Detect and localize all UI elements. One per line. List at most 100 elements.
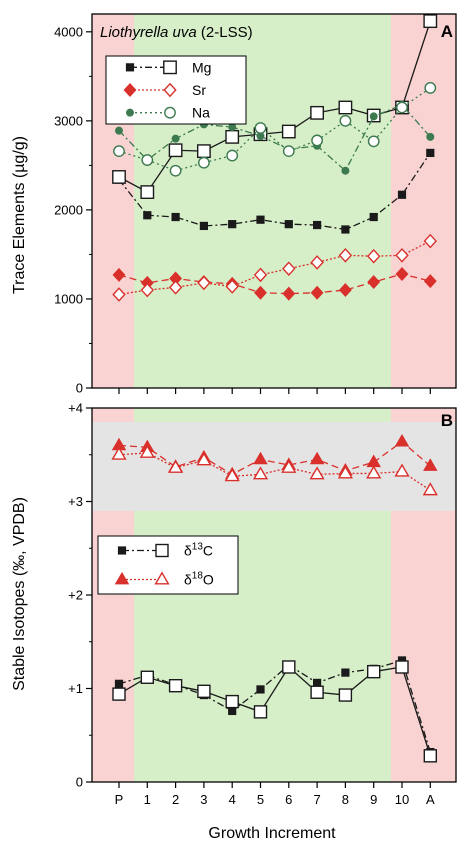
title-suffix: (2-LSS) — [197, 24, 253, 41]
x-tick-label: 10 — [395, 792, 409, 807]
y-tick-label: 0 — [76, 381, 83, 396]
legend-label-sr: Sr — [192, 82, 206, 98]
point-sr-open — [423, 233, 438, 249]
point-sr-open — [225, 279, 239, 294]
point-13c-open — [225, 694, 239, 709]
x-tick-label: 9 — [370, 792, 377, 807]
point-na-filled — [228, 123, 237, 132]
point-18o-open — [111, 446, 127, 460]
y-tick-label: +3 — [68, 494, 83, 509]
zone-pink-right — [391, 14, 456, 388]
point-sr-open — [310, 255, 324, 270]
series-line-sr-filled — [118, 273, 431, 295]
point-18o-filled — [423, 458, 438, 471]
point-mg-filled — [228, 220, 237, 229]
x-tick-label: 5 — [257, 792, 264, 807]
legend-marker-sr-open — [163, 82, 177, 98]
point-na-open — [424, 82, 437, 94]
point-mg-filled — [143, 211, 152, 220]
point-mg-filled — [369, 212, 378, 222]
series-line-na-open — [118, 87, 431, 172]
point-13c-open — [395, 660, 409, 674]
legend-marker-13c-filled — [117, 546, 127, 555]
point-sr-filled — [423, 274, 437, 289]
point-13c-filled — [341, 668, 350, 677]
point-13c-open — [112, 687, 126, 701]
point-mg-filled — [397, 190, 407, 199]
point-mg-open — [168, 143, 183, 158]
point-na-filled — [171, 134, 180, 143]
point-sr-open — [197, 275, 211, 291]
legend-marker-na-open — [164, 106, 176, 119]
point-na-filled — [341, 166, 350, 175]
gray-band — [92, 422, 456, 511]
point-na-open — [254, 122, 267, 134]
point-na-open — [396, 101, 408, 114]
point-18o-open — [196, 452, 212, 466]
point-sr-open — [253, 267, 268, 283]
point-sr-open — [366, 248, 381, 264]
x-tick-label: 7 — [313, 792, 320, 807]
point-na-filled — [426, 132, 435, 141]
point-mg-open — [423, 14, 438, 29]
point-13c-filled — [228, 706, 237, 716]
point-mg-open — [140, 185, 155, 199]
point-18o-filled — [394, 433, 410, 447]
y-tick-label: 2000 — [54, 202, 83, 217]
point-18o-open — [281, 459, 297, 473]
point-13c-open — [310, 685, 324, 699]
point-na-open — [197, 156, 210, 169]
x-tick-label: A — [426, 792, 435, 807]
y-tick-label: +1 — [68, 681, 83, 696]
legend-marker-na-filled — [126, 108, 134, 117]
y-tick-label: 0 — [76, 775, 83, 790]
point-na-open — [113, 145, 125, 158]
point-sr-filled — [310, 285, 324, 300]
point-18o-filled — [309, 451, 325, 465]
panel-b-yticks: 0 +1 +2 +3 +4 — [68, 401, 92, 790]
point-13c-open — [168, 678, 183, 693]
point-sr-filled — [254, 285, 267, 300]
point-mg-filled — [171, 212, 180, 222]
point-13c-open — [197, 684, 211, 699]
panel-a-label: A — [441, 22, 453, 41]
point-13c-filled — [313, 678, 322, 687]
y-tick-label: 3000 — [54, 113, 83, 128]
legend-marker-sr-filled — [123, 83, 137, 97]
y-tick-label: 4000 — [54, 24, 83, 39]
point-18o-filled — [253, 451, 268, 465]
point-18o-open — [366, 465, 382, 479]
x-tick-label: 8 — [342, 792, 349, 807]
point-sr-open — [168, 280, 183, 295]
point-13c-open — [253, 705, 268, 719]
point-13c-open — [140, 670, 155, 684]
point-18o-open — [309, 466, 325, 480]
x-tick-label: 1 — [144, 792, 151, 807]
panel-a-ylabel: Trace Elements (µg/g) — [11, 136, 28, 294]
point-sr-open — [282, 261, 296, 276]
point-mg-open — [225, 129, 240, 144]
point-18o-open — [224, 468, 240, 482]
point-13c-open — [367, 664, 381, 679]
point-sr-filled — [338, 283, 352, 298]
point-na-open — [282, 145, 295, 158]
x-tick-label: 2 — [172, 792, 179, 807]
panel-a-series — [112, 14, 438, 302]
series-line-18o-filled — [118, 440, 431, 476]
point-mg-filled — [256, 215, 265, 224]
point-mg-filled — [284, 220, 293, 229]
point-18o-open — [252, 466, 269, 480]
x-tick-label: 3 — [200, 792, 207, 807]
legend-label-mg: Mg — [192, 59, 211, 75]
point-sr-filled — [282, 286, 296, 301]
panel-a-legend: Mg Sr Na — [105, 55, 247, 125]
point-18o-open — [139, 444, 155, 458]
point-na-open — [169, 164, 182, 177]
panel-b-xticks: P 1 2 3 4 5 6 7 8 9 10 A — [115, 782, 435, 807]
point-sr-open — [395, 248, 409, 263]
panel-b: B Stable Isotopes (‰, VPDB) 0 +1 +2 +3 +4 δ1… — [11, 401, 457, 842]
y-tick-label: 1000 — [54, 291, 83, 306]
y-tick-label: +4 — [68, 401, 83, 416]
point-mg-filled — [313, 220, 322, 230]
point-mg-filled — [341, 225, 350, 234]
